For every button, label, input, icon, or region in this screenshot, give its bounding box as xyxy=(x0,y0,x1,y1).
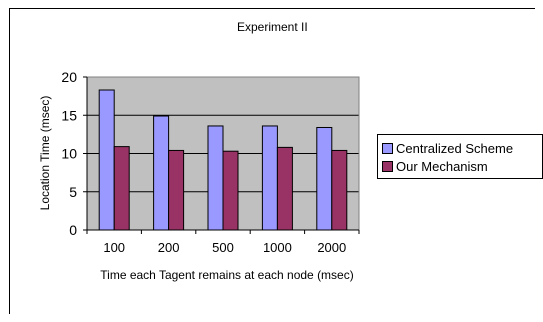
y-tick-label: 20 xyxy=(61,69,77,85)
legend-item-our-mechanism: Our Mechanism xyxy=(382,159,488,174)
legend-swatch xyxy=(382,143,393,154)
legend-label: Our Mechanism xyxy=(396,159,488,174)
bar-centralized-scheme-100 xyxy=(98,89,115,231)
y-tick-label: 0 xyxy=(69,222,77,238)
bar-centralized-scheme-200 xyxy=(153,115,170,231)
x-axis-label: Time each Tagent remains at each node (m… xyxy=(100,268,354,282)
y-ticks: 0 5 10 15 20 xyxy=(61,69,87,238)
x-tick-label: 200 xyxy=(158,240,180,255)
chart-frame xyxy=(9,8,535,314)
x-tick-label: 100 xyxy=(103,240,125,255)
bar-our-mechanism-100 xyxy=(113,146,130,231)
bar-centralized-scheme-2000 xyxy=(316,126,333,231)
y-tick-label: 10 xyxy=(61,146,77,162)
bar-our-mechanism-500 xyxy=(222,150,239,231)
bar-our-mechanism-2000 xyxy=(331,149,348,231)
x-tick-label: 1000 xyxy=(263,240,292,255)
y-tick-label: 15 xyxy=(61,107,77,123)
x-ticks: 100 200 500 1000 2000 xyxy=(86,230,360,255)
legend-swatch xyxy=(382,161,393,172)
bars xyxy=(98,89,348,231)
x-tick-label: 500 xyxy=(212,240,234,255)
y-tick-label: 5 xyxy=(69,184,77,200)
bar-centralized-scheme-500 xyxy=(207,125,224,231)
bar-our-mechanism-200 xyxy=(168,149,185,231)
chart-title: Experiment II xyxy=(237,20,308,34)
legend-item-centralized-scheme: Centralized Scheme xyxy=(382,141,513,156)
bar-our-mechanism-1000 xyxy=(276,146,293,231)
x-tick-label: 2000 xyxy=(317,240,346,255)
legend-label: Centralized Scheme xyxy=(396,141,514,156)
y-axis-label: Location Time (msec) xyxy=(38,96,52,211)
bar-centralized-scheme-1000 xyxy=(261,125,278,231)
legend: Centralized Scheme Our Mechanism xyxy=(377,134,543,179)
